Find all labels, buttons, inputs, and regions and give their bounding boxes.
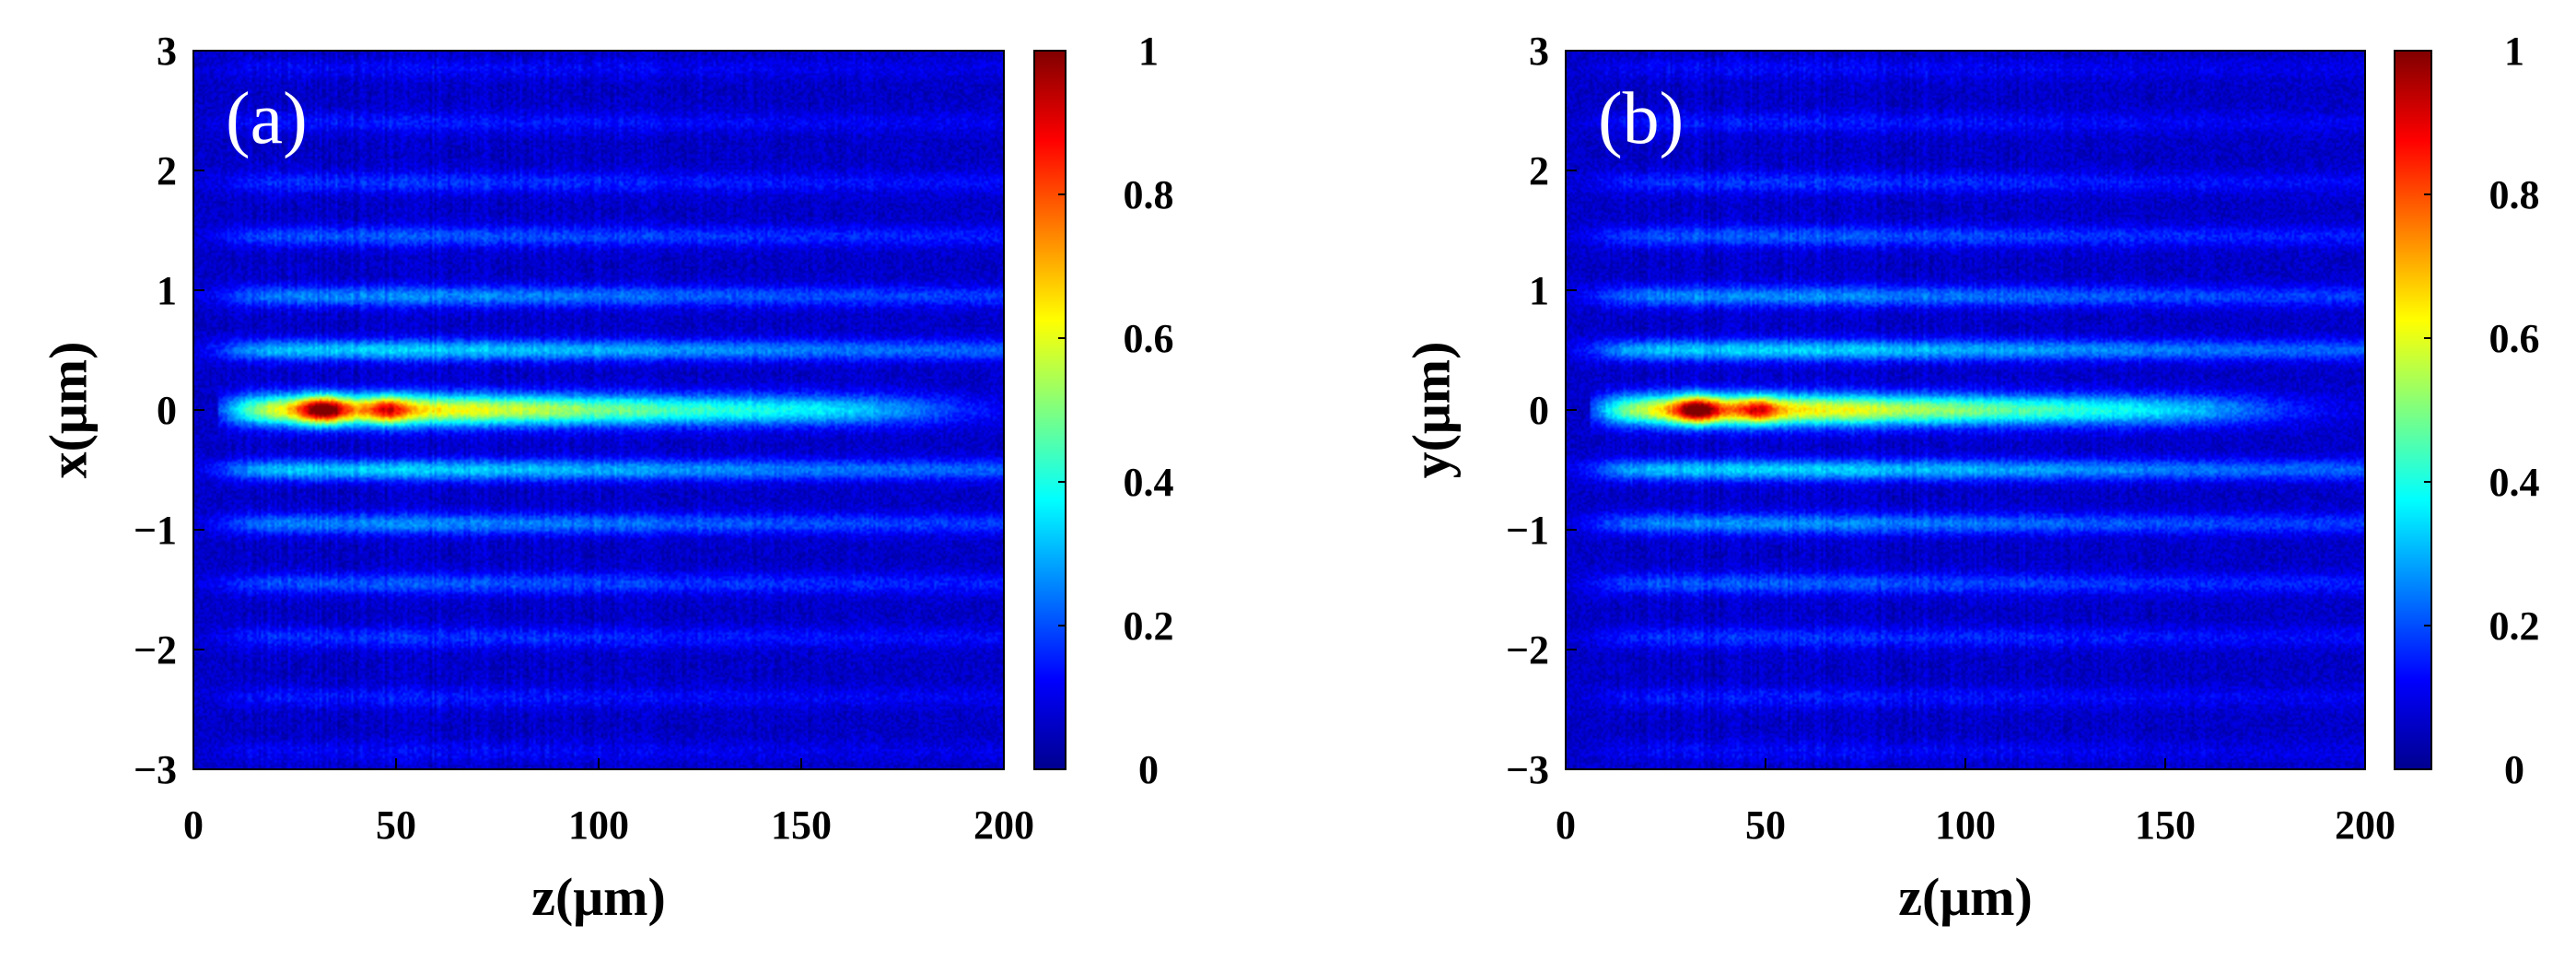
y-tick-label: 2 xyxy=(1529,148,1549,193)
x-tick-label: 0 xyxy=(1556,802,1576,848)
x-axis-label: z(μm) xyxy=(531,867,666,927)
heatmap-image xyxy=(193,51,1004,769)
y-tick-label: 2 xyxy=(157,148,177,193)
y-tick-label: 3 xyxy=(157,29,177,74)
x-tick-label: 50 xyxy=(1745,802,1786,848)
colorbar-tick-label: 0.4 xyxy=(1124,460,1174,505)
heatmap-image xyxy=(1566,51,2365,769)
x-tick-label: 50 xyxy=(376,802,416,848)
y-tick-label: 0 xyxy=(157,388,177,433)
y-tick-label: −2 xyxy=(134,627,177,673)
panel-label: (b) xyxy=(1598,78,1684,159)
colorbar-tick-label: 0.6 xyxy=(2489,316,2540,361)
colorbar-tick-label: 1 xyxy=(1138,29,1159,74)
colorbar-gradient xyxy=(2394,50,2432,770)
y-tick-label: −3 xyxy=(134,747,177,792)
y-tick-label: −1 xyxy=(134,508,177,553)
x-tick-label: 200 xyxy=(973,802,1034,848)
colorbar-tick-label: 0.8 xyxy=(1124,172,1174,217)
y-axis-label: y(μm) xyxy=(1401,342,1461,479)
x-tick-label: 100 xyxy=(1935,802,1996,848)
y-tick-label: −1 xyxy=(1506,508,1549,553)
x-tick-label: 150 xyxy=(771,802,832,848)
y-tick-label: 3 xyxy=(1529,29,1549,74)
x-tick-label: 0 xyxy=(183,802,204,848)
colorbar-tick-label: 0.2 xyxy=(1124,603,1174,649)
colorbar-tick-label: 0 xyxy=(1138,747,1159,792)
colorbar-tick-label: 1 xyxy=(2504,29,2524,74)
colorbar-tick-label: 0.2 xyxy=(2489,603,2540,649)
y-tick-label: −3 xyxy=(1506,747,1549,792)
y-tick-label: 0 xyxy=(1529,388,1549,433)
y-tick-label: 1 xyxy=(1529,268,1549,313)
colorbar: 1 0.8 0.6 0.4 0.2 0 xyxy=(2394,29,2540,792)
colorbar-gradient xyxy=(1033,50,1067,770)
y-axis-label: x(μm) xyxy=(38,342,98,479)
colorbar-tick-label: 0 xyxy=(2504,747,2524,792)
heatmap-panel-b: (b) 0 50 100 150 200 3 2 1 0 −1 −2 −3 z(μm) y(μm) 1 0.8 0… xyxy=(1401,29,2539,927)
x-tick-label: 200 xyxy=(2335,802,2395,848)
colorbar: 1 0.8 0.6 0.4 0.2 0 xyxy=(1033,29,1174,792)
x-tick-label: 100 xyxy=(568,802,629,848)
y-tick-label: −2 xyxy=(1506,627,1549,673)
y-tick-label: 1 xyxy=(157,268,177,313)
x-tick-label: 150 xyxy=(2135,802,2196,848)
x-axis-label: z(μm) xyxy=(1898,867,2033,927)
colorbar-tick-label: 0.6 xyxy=(1124,316,1174,361)
heatmap-panel-a: (a) 0 50 100 150 200 3 2 1 0 −1 −2 −3 z(μm) x(μm) 1 0.8 0… xyxy=(38,29,1173,927)
colorbar-tick-label: 0.4 xyxy=(2489,460,2540,505)
colorbar-tick-label: 0.8 xyxy=(2489,172,2540,217)
panel-label: (a) xyxy=(226,78,308,159)
